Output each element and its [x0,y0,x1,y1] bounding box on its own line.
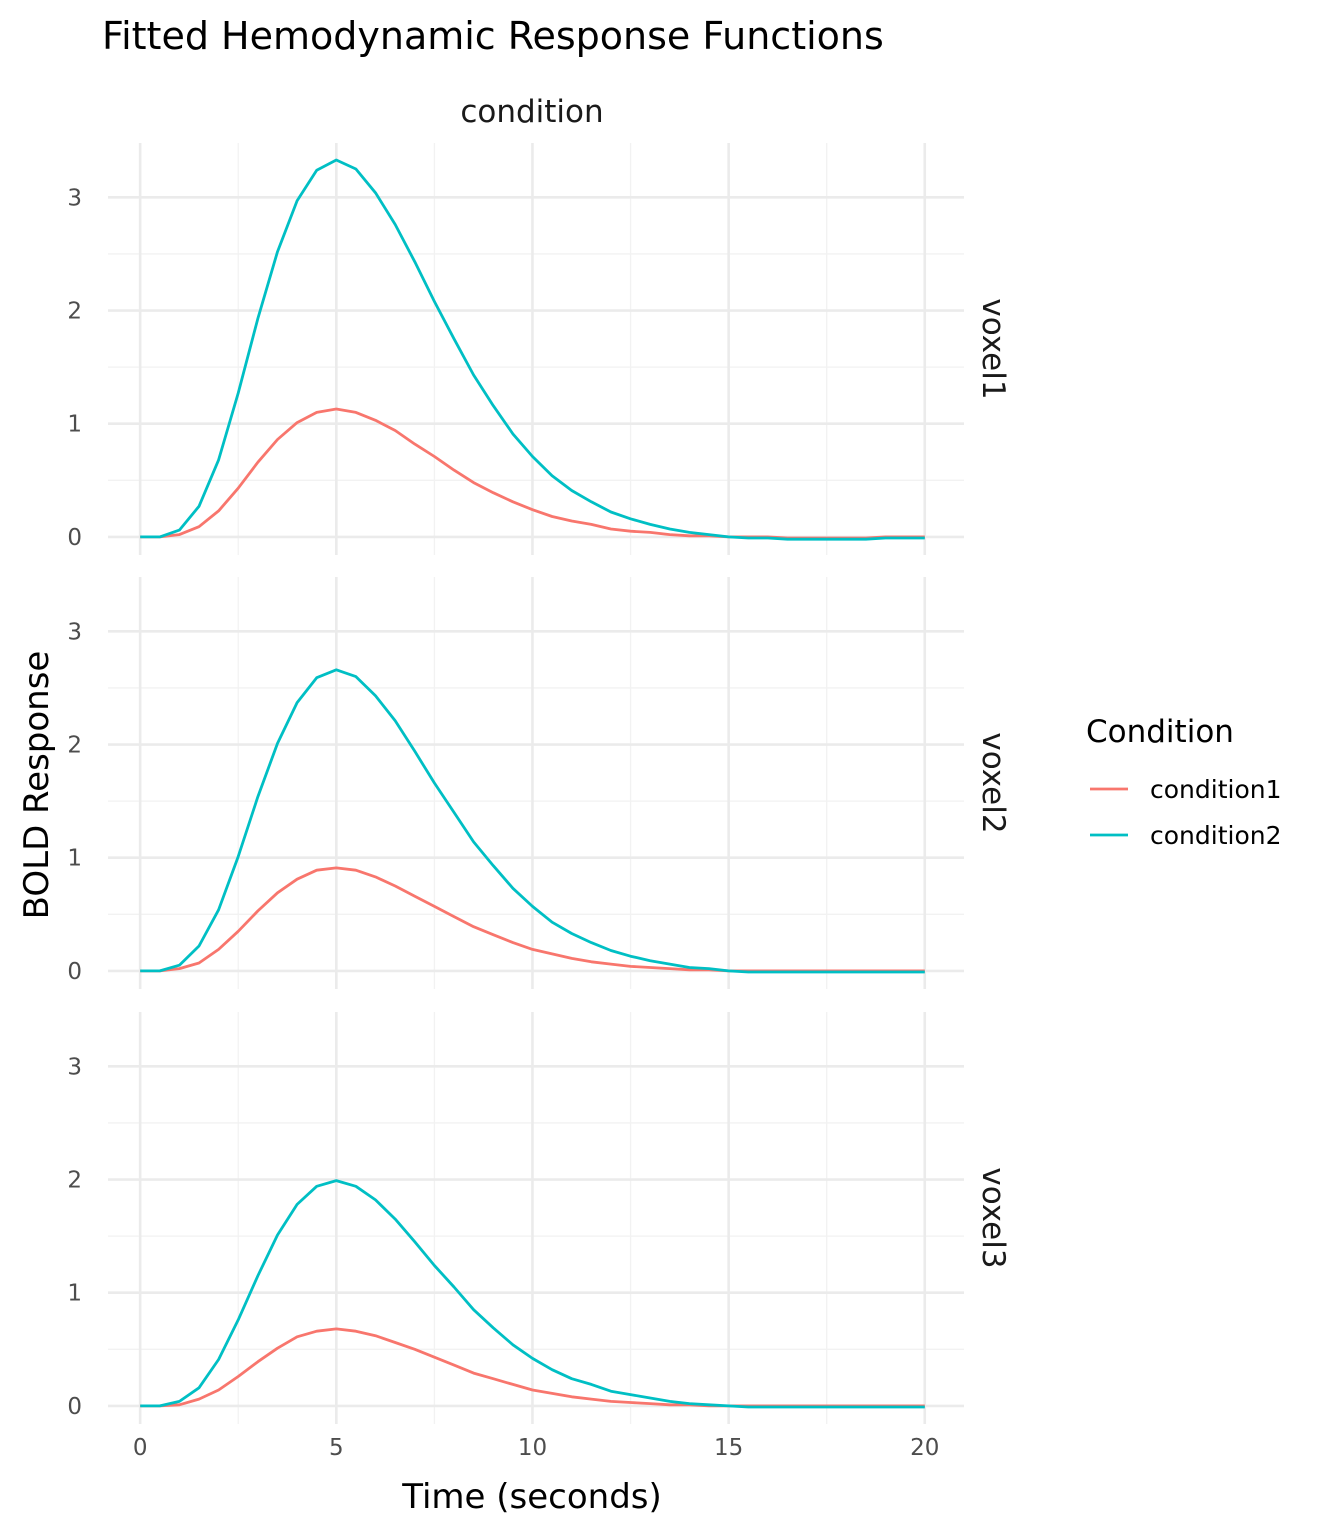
y-tick-label: 0 [67,1394,82,1420]
x-tick-label: 0 [133,1435,148,1461]
y-tick-label: 3 [67,619,82,645]
legend-label-condition1: condition1 [1150,775,1282,804]
legend-title: Condition [1086,714,1234,750]
row-strip-label: voxel2 [975,732,1011,833]
x-tick-label: 5 [329,1435,344,1461]
y-tick-label: 1 [67,412,82,438]
series-line-condition2 [140,668,925,974]
legend-label-condition2: condition2 [1150,821,1282,850]
y-tick-label: 0 [67,959,82,985]
y-tick-label: 1 [67,846,82,872]
y-tick-label: 2 [67,1168,82,1194]
x-tick-label: 15 [714,1435,743,1461]
series-line-condition2 [140,158,925,541]
y-tick-label: 3 [67,185,82,211]
y-tick-label: 3 [67,1054,82,1080]
y-axis-label: BOLD Response [17,651,57,920]
y-tick-label: 2 [67,733,82,759]
panel-voxel3: 0 1 2 3 voxel3 [67,1012,1011,1424]
y-tick-label: 2 [67,299,82,325]
series-line-condition2 [140,1179,925,1409]
y-tick-label: 0 [67,525,82,551]
x-tick-label: 10 [518,1435,547,1461]
x-tick-label: 20 [910,1435,939,1461]
x-axis-label: Time (seconds) [401,1477,662,1517]
panel-voxel1: 0 1 2 3 voxel1 [67,143,1011,555]
legend: Condition condition1 condition2 [1086,714,1282,850]
row-strip-label: voxel3 [975,1167,1011,1268]
row-strip-label: voxel1 [975,298,1011,399]
chart-title: Fitted Hemodynamic Response Functions [102,14,884,58]
column-strip-label: condition [460,94,603,130]
y-tick-label: 1 [67,1281,82,1307]
panel-voxel2: 0 1 2 3 voxel2 [67,577,1011,989]
